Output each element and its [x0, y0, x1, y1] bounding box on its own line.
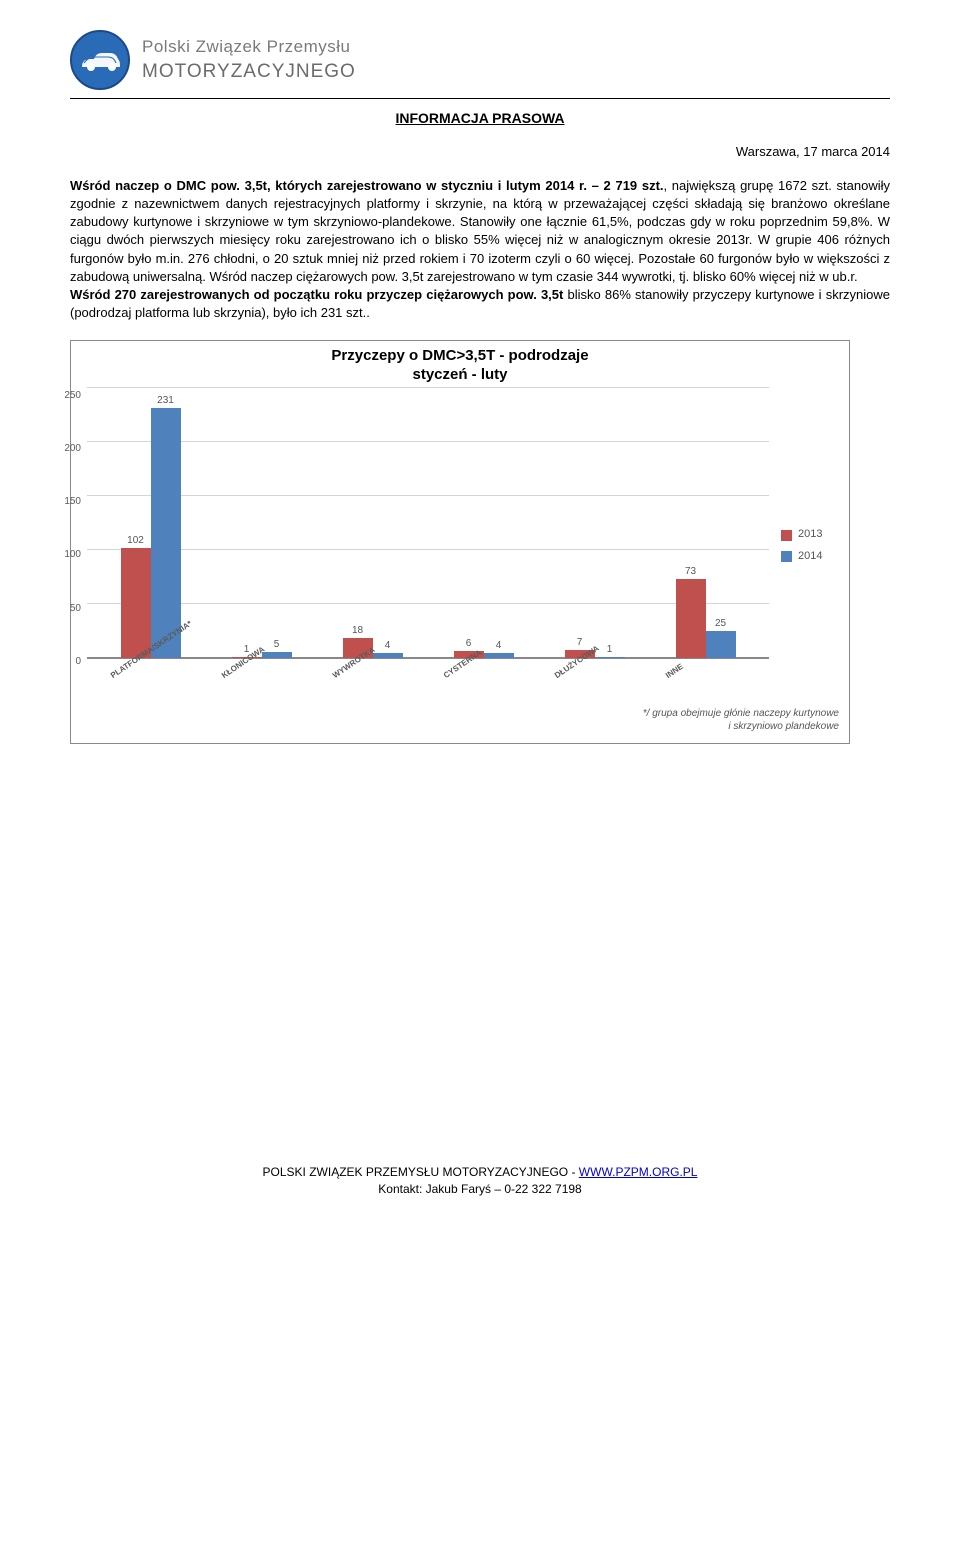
- chart-title-line1: Przyczepy o DMC>3,5T - podrodzaje: [331, 347, 588, 364]
- header: Polski Związek Przemysłu MOTORYZACYJNEGO: [70, 30, 890, 90]
- y-tick: 0: [53, 655, 81, 669]
- chart-container: Przyczepy o DMC>3,5T - podrodzaje stycze…: [70, 340, 850, 744]
- chart-footnote: */ grupa obejmuje głónie naczepy kurtyno…: [81, 707, 839, 733]
- paragraph-2: Wśród 270 zarejestrowanych od początku r…: [70, 286, 890, 322]
- chart-legend: 2013 2014: [769, 389, 839, 703]
- x-axis: PLATFORMA/SKRZYNIA*KŁONICOWAWYWROTKACYST…: [87, 659, 769, 703]
- y-tick: 100: [53, 548, 81, 562]
- org-line2: MOTORYZACYJNEGO: [142, 59, 356, 86]
- legend-swatch: [781, 551, 792, 562]
- paragraph-1: Wśród naczep o DMC pow. 3,5t, których za…: [70, 177, 890, 286]
- legend-swatch: [781, 530, 792, 541]
- header-divider: [70, 98, 890, 99]
- bar-value-label: 231: [157, 394, 174, 408]
- legend-item: 2014: [781, 549, 839, 564]
- y-tick: 50: [53, 602, 81, 616]
- bar-value-label: 73: [685, 565, 696, 579]
- y-tick: 150: [53, 495, 81, 509]
- p1-rest: , największą grupę 1672 szt. stanowiły z…: [70, 178, 890, 284]
- date-line: Warszawa, 17 marca 2014: [70, 143, 890, 161]
- y-axis: 250 200 150 100 50 0: [53, 389, 81, 669]
- org-title: Polski Związek Przemysłu MOTORYZACYJNEGO: [142, 35, 356, 85]
- p2-bold: Wśród 270 zarejestrowanych od początku r…: [70, 287, 563, 302]
- footer: POLSKI ZWIĄZEK PRZEMYSŁU MOTORYZACYJNEGO…: [70, 1164, 890, 1198]
- legend-item: 2013: [781, 527, 839, 542]
- legend-label: 2014: [798, 549, 822, 564]
- legend-label: 2013: [798, 527, 822, 542]
- bar-value-label: 102: [127, 534, 144, 548]
- footnote-line2: i skrzyniowo plandekowe: [728, 721, 839, 732]
- footer-link[interactable]: WWW.PZPM.ORG.PL: [579, 1165, 698, 1179]
- logo-icon: [70, 30, 130, 90]
- footnote-line1: */ grupa obejmuje głónie naczepy kurtyno…: [643, 708, 839, 719]
- org-line1: Polski Związek Przemysłu: [142, 35, 356, 59]
- y-tick: 250: [53, 389, 81, 403]
- y-tick: 200: [53, 442, 81, 456]
- footer-line2: Kontakt: Jakub Faryś – 0-22 322 7198: [378, 1182, 581, 1196]
- chart-title: Przyczepy o DMC>3,5T - podrodzaje stycze…: [81, 347, 839, 385]
- footer-line1-pre: POLSKI ZWIĄZEK PRZEMYSŁU MOTORYZACYJNEGO…: [263, 1165, 579, 1179]
- section-title: INFORMACJA PRASOWA: [70, 109, 890, 129]
- chart-title-line2: styczeń - luty: [412, 366, 507, 383]
- p1-bold: Wśród naczep o DMC pow. 3,5t, których za…: [70, 178, 664, 193]
